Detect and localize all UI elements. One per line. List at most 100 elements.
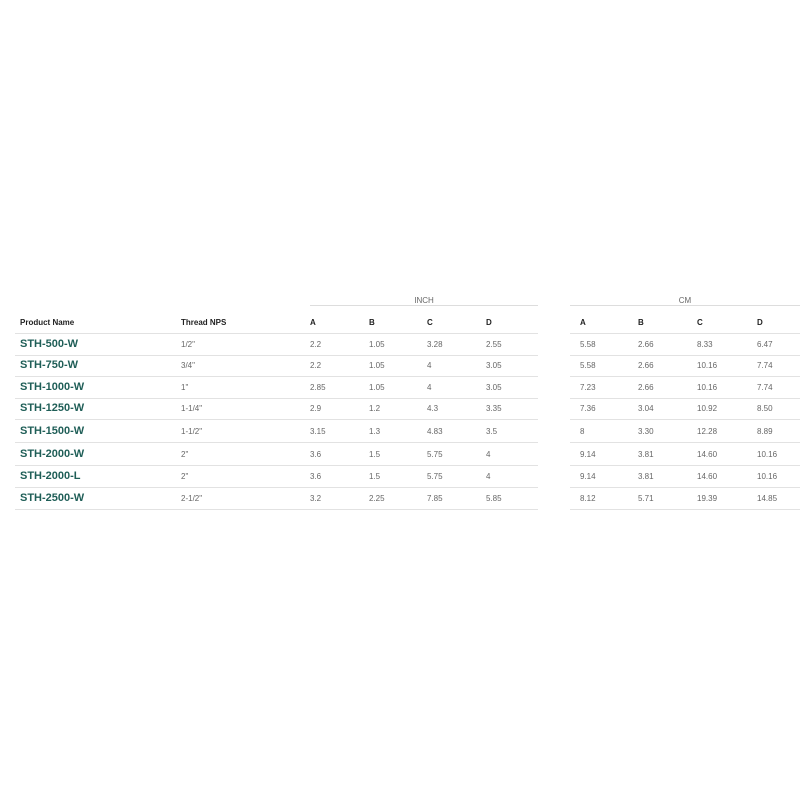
cell-inch-b: 1.05	[369, 340, 385, 349]
cell-cm-d: 8.89	[757, 427, 773, 436]
cell-thread-nps: 2"	[181, 472, 189, 481]
cm-group-divider	[570, 305, 800, 306]
cell-cm-c: 10.92	[697, 404, 718, 413]
cell-cm-c: 8.33	[697, 340, 713, 349]
header-inch-d: D	[486, 318, 492, 327]
table-row: STH-2500-W 2-1/2" 3.2 2.25 7.85 5.85 8.12 5.71 1…	[0, 488, 800, 510]
cell-inch-b: 1.05	[369, 383, 385, 392]
cell-inch-b: 1.3	[369, 427, 381, 436]
row-divider	[15, 465, 538, 466]
cell-cm-c: 10.16	[697, 383, 718, 392]
cell-inch-c: 4.83	[427, 427, 443, 436]
header-inch-a: A	[310, 318, 316, 327]
table-row: STH-750-W 3/4" 2.2 1.05 4 3.05 5.58 2.66 10.16 7.…	[0, 355, 800, 377]
row-divider	[15, 487, 538, 488]
cell-cm-a: 5.58	[580, 340, 596, 349]
row-divider	[570, 398, 800, 399]
cell-cm-a: 7.23	[580, 383, 596, 392]
cell-cm-b: 2.66	[638, 361, 654, 370]
cell-cm-b: 5.71	[638, 494, 654, 503]
cell-thread-nps: 1-1/2"	[181, 427, 203, 436]
cell-thread-nps: 1-1/4"	[181, 404, 203, 413]
cell-inch-a: 3.2	[310, 494, 322, 503]
cell-product-name: STH-2500-W	[20, 492, 85, 504]
cell-cm-b: 3.04	[638, 404, 654, 413]
cell-cm-b: 2.66	[638, 340, 654, 349]
cell-thread-nps: 1/2"	[181, 340, 195, 349]
cell-cm-b: 3.30	[638, 427, 654, 436]
cell-cm-a: 8	[580, 427, 585, 436]
cell-cm-c: 14.60	[697, 472, 718, 481]
cell-cm-d: 7.74	[757, 383, 773, 392]
cell-product-name: STH-1500-W	[20, 425, 85, 437]
row-divider	[15, 419, 538, 420]
cm-group-header: CM	[678, 296, 692, 305]
row-divider	[570, 509, 800, 510]
row-divider	[570, 442, 800, 443]
cell-thread-nps: 3/4"	[181, 361, 195, 370]
cell-product-name: STH-750-W	[20, 359, 79, 371]
cell-inch-a: 2.2	[310, 361, 322, 370]
cell-inch-d: 3.35	[486, 404, 502, 413]
header-product-name: Product Name	[20, 318, 75, 327]
cell-inch-b: 1.05	[369, 361, 385, 370]
row-divider	[570, 465, 800, 466]
cell-inch-c: 5.75	[427, 472, 443, 481]
cell-inch-b: 1.2	[369, 404, 381, 413]
cell-cm-b: 2.66	[638, 383, 654, 392]
cell-inch-c: 4.3	[427, 404, 439, 413]
cell-inch-d: 4	[486, 472, 491, 481]
cell-cm-d: 10.16	[757, 450, 778, 459]
cell-inch-a: 3.15	[310, 427, 326, 436]
cell-inch-a: 2.85	[310, 383, 326, 392]
cell-product-name: STH-500-W	[20, 338, 79, 350]
table-row: STH-2000-L 2" 3.6 1.5 5.75 4 9.14 3.81 14.60 10.1…	[0, 466, 800, 488]
header-thread-nps: Thread NPS	[181, 318, 227, 327]
cell-cm-a: 5.58	[580, 361, 596, 370]
cell-cm-c: 14.60	[697, 450, 718, 459]
cell-thread-nps: 1"	[181, 383, 189, 392]
cell-inch-c: 4	[427, 383, 432, 392]
cell-inch-b: 1.5	[369, 450, 381, 459]
cell-inch-d: 3.05	[486, 383, 502, 392]
cell-thread-nps: 2-1/2"	[181, 494, 203, 503]
header-inch-b: B	[369, 318, 375, 327]
cell-cm-d: 7.74	[757, 361, 773, 370]
cell-inch-c: 3.28	[427, 340, 443, 349]
cell-product-name: STH-1000-W	[20, 381, 85, 393]
cell-cm-b: 3.81	[638, 450, 654, 459]
cell-inch-a: 2.9	[310, 404, 322, 413]
cell-cm-d: 14.85	[757, 494, 778, 503]
cell-inch-a: 3.6	[310, 450, 322, 459]
cell-inch-b: 2.25	[369, 494, 385, 503]
cell-cm-b: 3.81	[638, 472, 654, 481]
header-cm-b: B	[638, 318, 644, 327]
header-row: Product Name Thread NPS A B C D A B C D	[0, 312, 800, 334]
cell-cm-c: 12.28	[697, 427, 718, 436]
cell-cm-c: 19.39	[697, 494, 718, 503]
row-divider	[570, 419, 800, 420]
cell-inch-b: 1.5	[369, 472, 381, 481]
cell-inch-d: 3.5	[486, 427, 498, 436]
cell-cm-d: 10.16	[757, 472, 778, 481]
cell-inch-a: 2.2	[310, 340, 322, 349]
row-divider	[15, 333, 538, 334]
cell-thread-nps: 2"	[181, 450, 189, 459]
inch-group-divider	[310, 305, 538, 306]
header-cm-a: A	[580, 318, 586, 327]
cell-cm-a: 8.12	[580, 494, 596, 503]
cell-product-name: STH-2000-W	[20, 448, 85, 460]
cell-cm-a: 7.36	[580, 404, 596, 413]
cell-inch-a: 3.6	[310, 472, 322, 481]
row-divider	[15, 355, 538, 356]
row-divider	[15, 398, 538, 399]
cell-product-name: STH-2000-L	[20, 470, 81, 482]
cell-cm-d: 8.50	[757, 404, 773, 413]
cell-cm-d: 6.47	[757, 340, 773, 349]
header-inch-c: C	[427, 318, 433, 327]
table-row: STH-1250-W 1-1/4" 2.9 1.2 4.3 3.35 7.36 3.04 10.…	[0, 398, 800, 420]
cell-cm-a: 9.14	[580, 472, 596, 481]
cell-cm-c: 10.16	[697, 361, 718, 370]
row-divider	[15, 442, 538, 443]
row-divider	[570, 376, 800, 377]
